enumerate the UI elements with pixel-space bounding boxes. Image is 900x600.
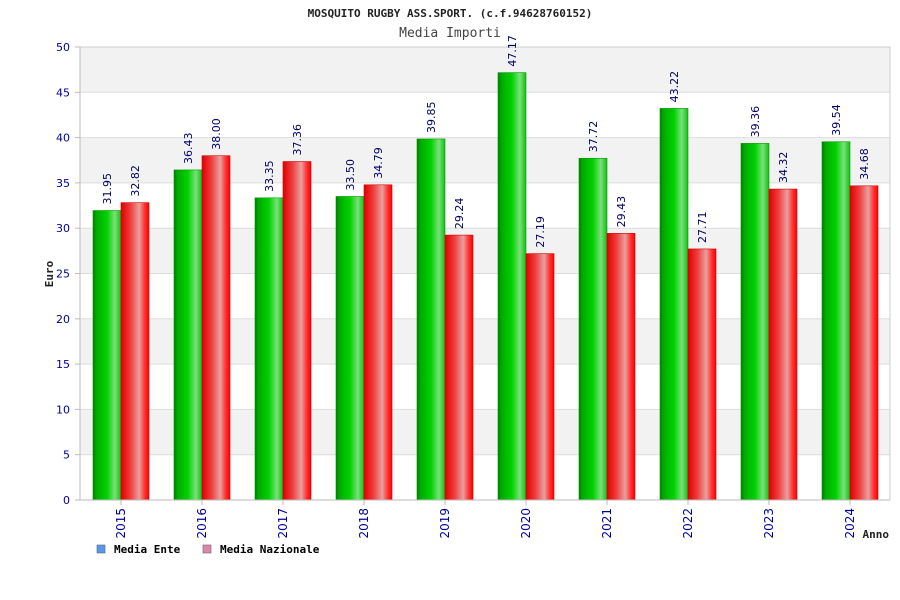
bar-media-ente: [416, 138, 446, 501]
bar-media-ente: [92, 210, 122, 501]
value-label-media-ente: 37.72: [587, 121, 600, 153]
x-tick-label: 2019: [438, 508, 452, 539]
value-label-media-nazionale: 29.43: [615, 196, 628, 228]
value-label-media-ente: 39.36: [749, 106, 762, 138]
y-tick-label: 10: [56, 403, 70, 416]
value-label-media-ente: 33.50: [344, 159, 357, 191]
y-tick-label: 25: [56, 268, 70, 281]
x-tick-label: 2018: [357, 508, 371, 539]
y-axis-ticks: 0 5 10 15 20 25 30 35 40 45 50: [56, 41, 80, 507]
value-label-media-nazionale: 27.71: [696, 211, 709, 243]
x-axis-label: Anno: [863, 528, 890, 541]
bar-media-nazionale: [849, 185, 879, 501]
background-band: [80, 92, 890, 138]
bar-media-nazionale: [768, 188, 798, 501]
bar-media-ente: [740, 143, 770, 501]
background-band: [80, 47, 890, 93]
chart-title: MOSQUITO RUGBY ASS.SPORT. (c.f.946287601…: [308, 7, 593, 20]
bar-media-nazionale: [687, 248, 717, 501]
x-tick-label: 2024: [843, 508, 857, 539]
bar-media-ente: [335, 196, 365, 501]
x-tick-label: 2015: [114, 508, 128, 539]
value-label-media-nazionale: 37.36: [291, 124, 304, 156]
value-label-media-nazionale: 34.68: [858, 148, 871, 180]
y-tick-label: 40: [56, 132, 70, 145]
bar-media-ente: [497, 72, 527, 501]
value-label-media-nazionale: 34.32: [777, 152, 790, 184]
legend-label: Media Nazionale: [220, 543, 320, 556]
value-label-media-ente: 33.35: [263, 160, 276, 192]
bar-media-ente: [578, 157, 608, 501]
legend-swatch: [202, 544, 212, 554]
legend: Media Ente Media Nazionale: [96, 543, 320, 556]
x-tick-label: 2020: [519, 508, 533, 539]
chart-subtitle: Media Importi: [399, 26, 501, 41]
value-label-media-nazionale: 27.19: [534, 216, 547, 248]
value-label-media-ente: 43.22: [668, 71, 681, 103]
bar-media-ente: [821, 141, 851, 501]
bar-media-nazionale: [525, 253, 555, 501]
y-tick-label: 30: [56, 222, 70, 235]
bar-media-nazionale: [120, 202, 150, 501]
value-label-media-ente: 36.43: [182, 132, 195, 164]
y-tick-label: 35: [56, 177, 70, 190]
y-tick-label: 20: [56, 313, 70, 326]
bar-media-ente: [659, 108, 689, 501]
x-axis-ticks: 2015 2016 2017 2018 2019 2020 2021 2022 2023 2024: [114, 500, 857, 539]
x-tick-label: 2016: [195, 508, 209, 539]
x-tick-label: 2021: [600, 508, 614, 539]
y-tick-label: 5: [63, 449, 70, 462]
bar-media-nazionale: [201, 155, 231, 501]
value-label-media-nazionale: 38.00: [210, 118, 223, 150]
value-label-media-ente: 31.95: [101, 173, 114, 205]
value-labels-group: 31.95 32.82 36.43 38.00 33.35 37.36 33.50 34.79…: [101, 35, 871, 248]
value-label-media-ente: 39.54: [830, 104, 843, 136]
y-tick-label: 15: [56, 358, 70, 371]
value-label-media-nazionale: 34.79: [372, 147, 385, 179]
y-tick-label: 50: [56, 41, 70, 54]
bars-group: [92, 72, 879, 501]
x-tick-label: 2022: [681, 508, 695, 539]
bar-media-nazionale: [606, 233, 636, 501]
bar-media-ente: [173, 169, 203, 501]
bar-media-nazionale: [363, 184, 393, 501]
x-tick-label: 2023: [762, 508, 776, 539]
bar-media-nazionale: [282, 161, 312, 501]
value-label-media-ente: 39.85: [425, 101, 438, 133]
value-label-media-nazionale: 29.24: [453, 198, 466, 230]
legend-label: Media Ente: [114, 543, 181, 556]
y-tick-label: 45: [56, 86, 70, 99]
y-tick-label: 0: [63, 494, 70, 507]
value-label-media-nazionale: 32.82: [129, 165, 142, 197]
x-tick-label: 2017: [276, 508, 290, 539]
y-axis-label: Euro: [43, 260, 56, 287]
bar-media-ente: [254, 197, 284, 501]
value-label-media-ente: 47.17: [506, 35, 519, 67]
bar-media-nazionale: [444, 234, 474, 501]
legend-swatch: [96, 544, 106, 554]
